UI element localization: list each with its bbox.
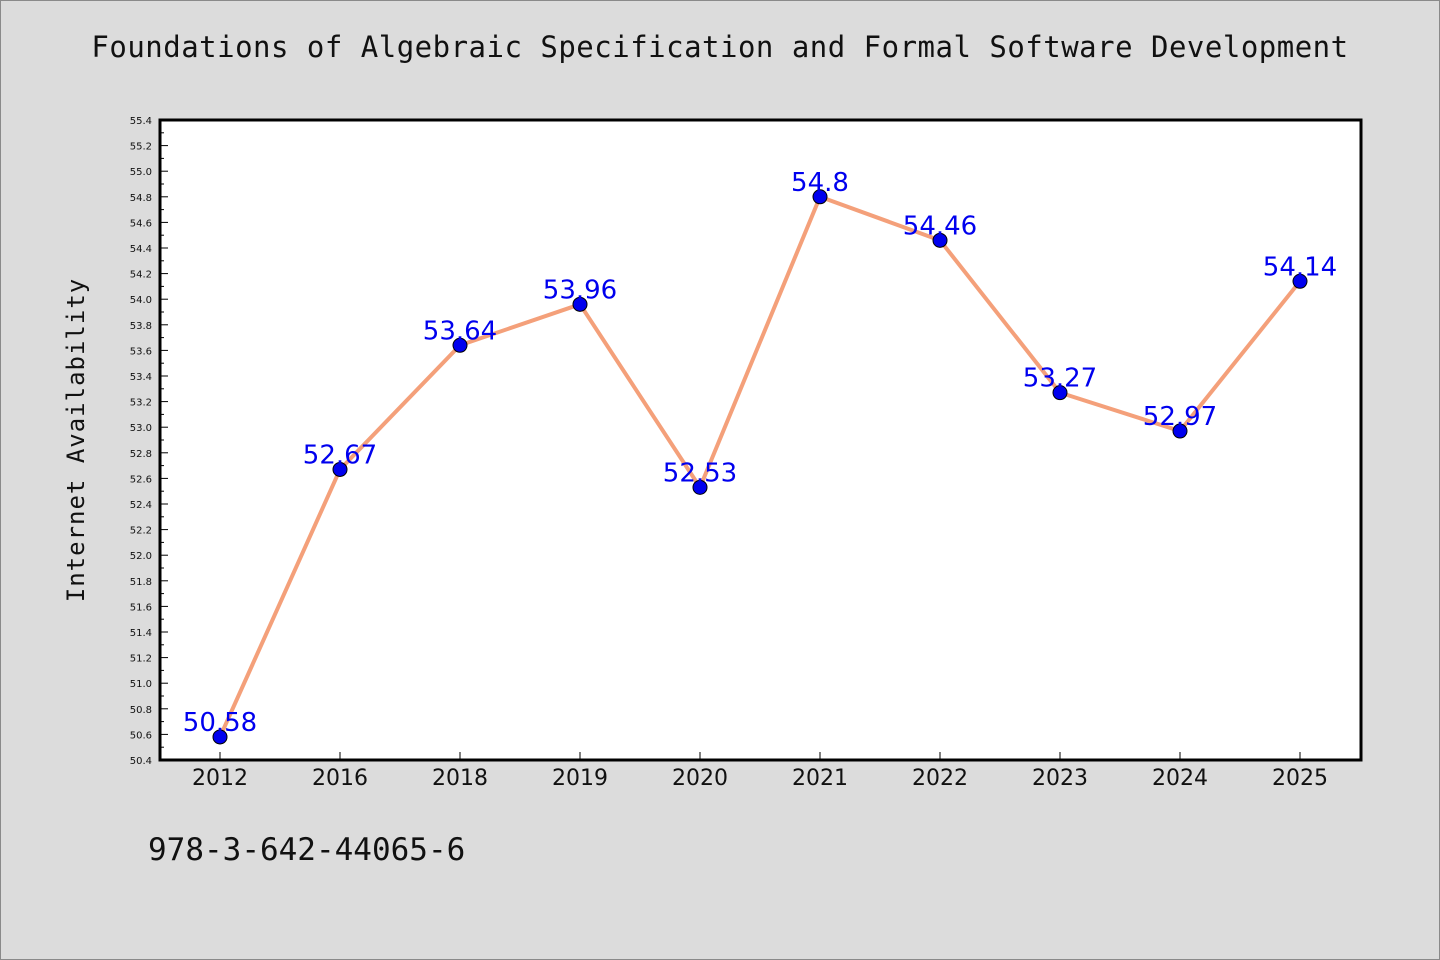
y-tick-label: 53.2 xyxy=(130,398,152,409)
data-point xyxy=(932,232,948,248)
y-tick-label: 50.4 xyxy=(130,756,152,767)
y-tick-label: 51.4 xyxy=(130,628,152,639)
x-tick-label: 2019 xyxy=(552,766,608,791)
data-point xyxy=(692,479,708,495)
x-tick-label: 2018 xyxy=(432,766,488,791)
data-point xyxy=(332,461,348,477)
data-point xyxy=(1172,423,1188,439)
chart-title: Foundations of Algebraic Specification a… xyxy=(91,30,1349,64)
data-label: 52.67 xyxy=(303,440,377,470)
y-tick-label: 52.4 xyxy=(130,500,152,511)
x-tick-label: 2021 xyxy=(792,766,848,791)
data-label: 52.97 xyxy=(1143,402,1217,432)
x-tick-label: 2023 xyxy=(1032,766,1088,791)
y-tick-label: 51.2 xyxy=(130,654,152,665)
data-label: 54.14 xyxy=(1263,252,1337,282)
y-tick-label: 55.0 xyxy=(130,167,152,178)
data-label: 52.53 xyxy=(663,458,737,488)
x-tick-label: 2022 xyxy=(912,766,968,791)
y-tick-label: 52.2 xyxy=(130,526,152,537)
data-label: 54.8 xyxy=(791,168,849,198)
y-tick-label: 50.8 xyxy=(130,705,152,716)
y-tick-label: 51.8 xyxy=(130,577,152,588)
y-tick-label: 54.6 xyxy=(130,218,152,229)
data-label: 50.58 xyxy=(183,708,257,738)
data-point xyxy=(1292,273,1308,289)
data-point xyxy=(212,729,228,745)
y-tick-label: 55.2 xyxy=(130,142,152,153)
y-tick-label: 54.4 xyxy=(130,244,152,255)
y-tick-label: 52.8 xyxy=(130,449,152,460)
isbn-footer: 978-3-642-44065-6 xyxy=(148,832,466,868)
y-tick-label: 53.4 xyxy=(130,372,152,383)
data-point xyxy=(572,296,588,312)
y-tick-label: 55.4 xyxy=(130,116,152,127)
y-tick-label: 54.8 xyxy=(130,193,152,204)
y-tick-label: 52.0 xyxy=(130,551,152,562)
y-tick-label: 52.6 xyxy=(130,474,152,485)
data-label: 53.64 xyxy=(423,316,497,346)
y-tick-label: 50.6 xyxy=(130,730,152,741)
x-tick-label: 2020 xyxy=(672,766,728,791)
data-label: 53.27 xyxy=(1023,364,1097,394)
y-tick-label: 53.0 xyxy=(130,423,152,434)
y-tick-label: 51.6 xyxy=(130,602,152,613)
data-point xyxy=(1052,385,1068,401)
data-label: 54.46 xyxy=(903,211,977,241)
data-point xyxy=(452,337,468,353)
x-tick-label: 2024 xyxy=(1152,766,1208,791)
x-tick-label: 2025 xyxy=(1272,766,1328,791)
series-line xyxy=(218,194,1302,738)
x-tick-label: 2016 xyxy=(312,766,368,791)
plot-area xyxy=(158,118,1363,762)
x-tick-label: 2012 xyxy=(192,766,248,791)
y-tick-label: 51.0 xyxy=(130,679,152,690)
data-point xyxy=(812,189,828,205)
data-label: 53.96 xyxy=(543,275,617,305)
y-tick-label: 53.8 xyxy=(130,321,152,332)
y-tick-label: 54.2 xyxy=(130,270,152,281)
y-tick-label: 54.0 xyxy=(130,295,152,306)
y-axis-label: Internet Availability xyxy=(62,278,90,602)
y-tick-label: 53.6 xyxy=(130,346,152,357)
